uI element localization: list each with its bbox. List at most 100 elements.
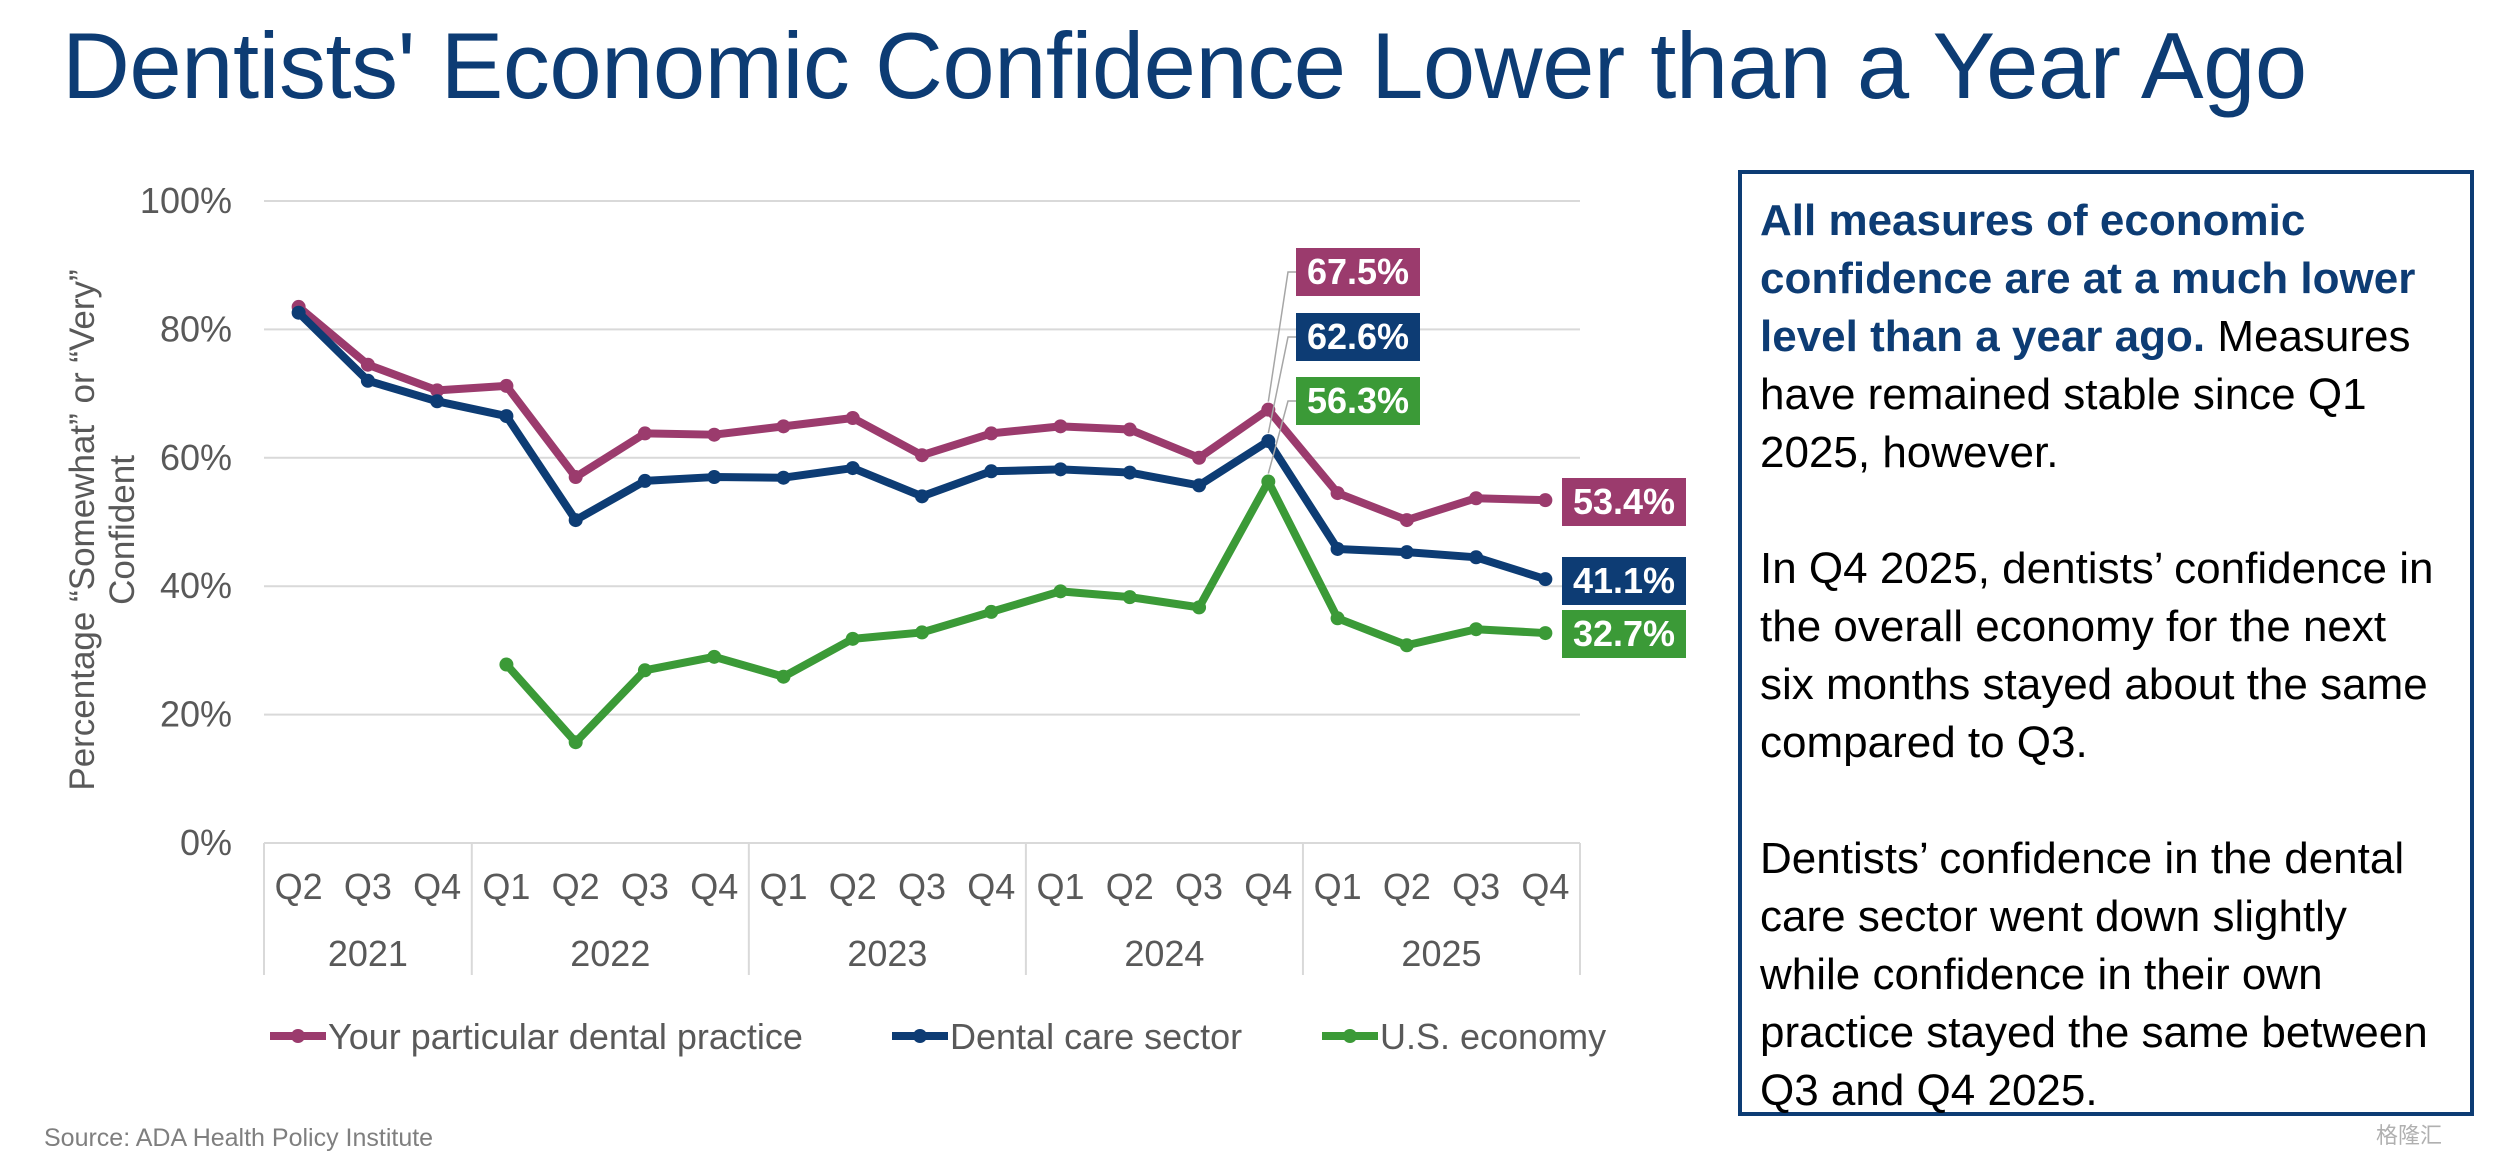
legend-marker <box>913 1029 927 1043</box>
data-point <box>915 489 929 504</box>
data-point <box>637 473 652 488</box>
data-labels: 67.5% 62.6% 56.3% 53.4% 41.1% 32.7% <box>1267 248 1686 658</box>
data-point <box>1469 491 1484 506</box>
x-tick-label: Q4 <box>413 866 461 907</box>
data-label: 67.5% <box>1307 251 1409 292</box>
x-tick-label: Q1 <box>482 866 530 907</box>
grid-lines <box>264 200 1580 844</box>
data-point <box>430 383 445 398</box>
x-axis: Q2 Q3 Q4 Q1 Q2 Q3 Q4 Q1 Q2 Q3 Q4 Q1 Q2 Q3 Q4 Q1 Q2 Q3 Q420… <box>263 843 1581 975</box>
data-label-box <box>1296 313 1420 361</box>
data-label-box <box>1562 610 1686 658</box>
data-point <box>1330 541 1345 556</box>
summary-paragraph-2: In Q4 2025, dentists’ confidence in the … <box>1760 544 2434 767</box>
x-tick-label: Q3 <box>344 866 392 907</box>
data-label: 32.7% <box>1573 613 1675 654</box>
data-point <box>1192 450 1207 465</box>
data-point <box>360 357 375 372</box>
data-point <box>845 631 860 646</box>
legend: Your particular dental practice Dental ca… <box>270 1016 1606 1057</box>
data-point <box>984 426 999 441</box>
legend-label: Dental care sector <box>950 1016 1242 1057</box>
data-point <box>568 735 583 750</box>
data-point <box>1122 465 1137 480</box>
data-point <box>1330 486 1345 501</box>
summary-box: All measures of economic confidence are … <box>1738 170 2474 1116</box>
x-tick-label: Q3 <box>898 866 946 907</box>
summary-paragraph-1: All measures of economic confidence are … <box>1760 192 2450 482</box>
data-point <box>984 464 999 479</box>
data-point <box>776 669 791 684</box>
data-label-box <box>1562 557 1686 605</box>
data-point <box>1469 622 1484 637</box>
data-point <box>845 461 860 476</box>
data-point <box>1192 478 1207 493</box>
y-tick-label: 40% <box>160 565 232 606</box>
x-tick-label: Q4 <box>1521 866 1569 907</box>
data-point <box>499 378 514 393</box>
data-point <box>291 305 306 320</box>
data-point <box>1122 590 1137 605</box>
data-point <box>1538 493 1553 508</box>
data-point <box>1538 572 1553 587</box>
data-label: 56.3% <box>1307 380 1409 421</box>
data-point <box>915 625 929 640</box>
legend-marker <box>291 1029 305 1043</box>
legend-label: U.S. economy <box>1380 1016 1606 1057</box>
data-label-box <box>1296 377 1420 425</box>
x-tick-label: Q3 <box>621 866 669 907</box>
x-tick-label: Q1 <box>1037 866 1085 907</box>
data-point <box>1469 550 1484 565</box>
y-axis-label-line-1: Percentage “Somewhat” or “Very” <box>63 269 102 790</box>
data-point <box>707 649 722 664</box>
x-tick-label: Q1 <box>759 866 807 907</box>
year-label: 2025 <box>1401 933 1481 974</box>
x-tick-label: Q4 <box>690 866 738 907</box>
data-point <box>915 448 929 463</box>
legend-marker <box>1343 1029 1357 1043</box>
x-tick-label: Q3 <box>1175 866 1223 907</box>
y-axis-label: Percentage “Somewhat” or “Very”Confident <box>63 269 142 790</box>
leader-line <box>1267 400 1296 474</box>
x-tick-label: Q2 <box>829 866 877 907</box>
data-point <box>637 663 652 678</box>
data-point <box>360 373 375 388</box>
data-point <box>707 470 722 485</box>
y-tick-label: 20% <box>160 694 232 735</box>
data-label: 41.1% <box>1573 560 1675 601</box>
data-point <box>1261 474 1276 489</box>
data-label: 53.4% <box>1573 481 1675 522</box>
x-tick-label: Q2 <box>1383 866 1431 907</box>
data-point <box>637 426 652 441</box>
summary-paragraph-3: Dentists’ confidence in the dental care … <box>1760 834 2428 1115</box>
data-point <box>568 513 583 528</box>
data-point <box>984 604 999 619</box>
data-point <box>707 427 722 442</box>
x-tick-label: Q4 <box>967 866 1015 907</box>
x-tick-label: Q4 <box>1244 866 1292 907</box>
year-label: 2022 <box>570 933 650 974</box>
data-point <box>430 394 445 409</box>
year-label: 2021 <box>328 933 408 974</box>
data-point <box>1053 419 1068 434</box>
x-tick-label: Q2 <box>1106 866 1154 907</box>
x-tick-label: Q1 <box>1314 866 1362 907</box>
data-label-box <box>1296 248 1420 296</box>
data-point <box>1192 600 1207 615</box>
summary-p1-rest: Measures have remained stable since Q1 2… <box>1760 312 2411 477</box>
data-point <box>845 410 860 425</box>
data-point <box>1399 638 1414 653</box>
y-tick-label: 0% <box>180 822 232 863</box>
x-tick-label: Q2 <box>552 866 600 907</box>
y-tick-label: 100% <box>140 180 232 221</box>
x-tick-label: Q2 <box>275 866 323 907</box>
data-point <box>1399 513 1414 528</box>
data-point <box>1538 626 1553 641</box>
year-label: 2023 <box>847 933 927 974</box>
y-tick-label: 80% <box>160 308 232 349</box>
page-title: Dentists' Economic Confidence Lower than… <box>62 13 2307 118</box>
summary-highlight: All measures of economic confidence are … <box>1760 196 2416 361</box>
data-point <box>1122 422 1137 437</box>
y-axis-label-line-2: Confident <box>103 455 142 605</box>
